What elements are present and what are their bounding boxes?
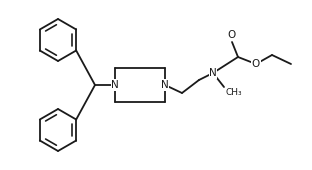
Text: O: O [252,59,260,69]
Text: CH₃: CH₃ [225,88,241,97]
Text: N: N [111,80,119,90]
Text: O: O [228,30,236,40]
Text: N: N [161,80,169,90]
Text: N: N [209,68,217,78]
